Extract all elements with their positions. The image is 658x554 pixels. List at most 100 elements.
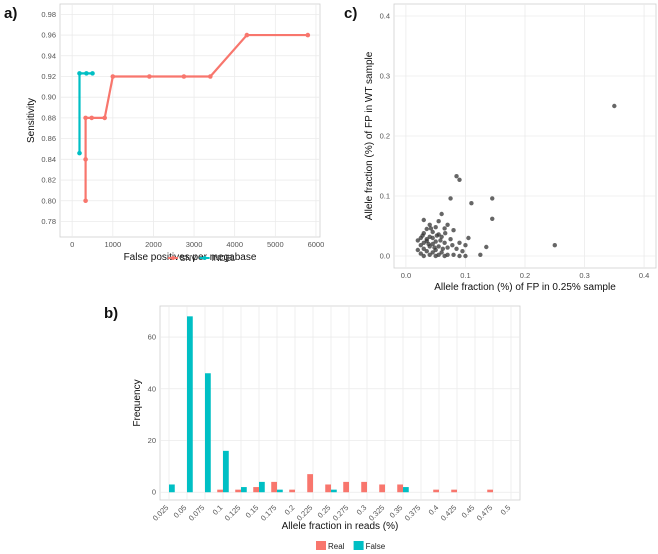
bar-real [343, 481, 349, 493]
scatter-point [440, 246, 446, 251]
x-tick-label: 6000 [308, 240, 325, 249]
scatter-point [448, 237, 453, 242]
bar-real [325, 484, 331, 493]
data-point-snv [89, 115, 94, 121]
x-tick-label: 0.075 [187, 503, 207, 523]
scatter-point [427, 252, 432, 257]
bar-real [307, 474, 313, 493]
x-tick-label: 0.2 [283, 503, 297, 517]
x-tick-label: 0.175 [259, 503, 279, 523]
bar-false [205, 373, 211, 493]
panel-b-y-ticks: 0 20 40 60 [148, 333, 156, 497]
scatter-point [466, 235, 471, 241]
x-tick-label: 0.4 [427, 503, 441, 517]
x-tick-label: 0.4 [639, 271, 649, 280]
x-tick-label: 0.3 [355, 503, 369, 517]
legend-label-false: False [366, 542, 386, 551]
y-tick-label: 0.92 [41, 72, 56, 81]
scatter-point [451, 228, 456, 233]
scatter-point [418, 251, 423, 256]
x-tick-label: 0.275 [331, 503, 351, 523]
legend-label-real: Real [328, 542, 345, 551]
panel-c-gridlines [394, 4, 656, 268]
scatter-point [612, 103, 617, 109]
x-tick-label: 0.025 [151, 503, 171, 523]
x-tick-label: 0.3 [579, 271, 589, 280]
panel-a-plot-area [59, 3, 321, 238]
legend-label-indel: INDEL [212, 254, 236, 263]
series-line-indel [78, 72, 93, 154]
panel-b-legend: Real False [316, 541, 386, 551]
x-tick-label: 0.25 [316, 503, 333, 520]
scatter-point [427, 222, 432, 227]
x-tick-label: 0.475 [475, 503, 495, 523]
scatter-point [421, 253, 426, 259]
y-tick-label: 0.86 [41, 134, 56, 143]
scatter-point [445, 245, 450, 250]
bar-false [169, 484, 175, 493]
scatter-point [457, 240, 462, 245]
scatter-point [438, 238, 443, 243]
panel-b: b) 0 20 40 60 0.025 0.050.075 0.10.125 0.150.1… [104, 305, 521, 551]
x-tick-label: 2000 [145, 240, 162, 249]
data-point-snv [244, 32, 250, 38]
x-tick-label: 0.0 [401, 271, 411, 280]
y-tick-label: 0.78 [41, 217, 56, 226]
scatter-point [454, 174, 459, 179]
bar-real [253, 487, 259, 493]
data-point-snv [83, 157, 88, 162]
data-point-snv [102, 115, 107, 121]
y-tick-label: 0.88 [41, 113, 56, 122]
x-tick-label: 0.35 [388, 503, 405, 520]
x-tick-label: 0.2 [520, 271, 530, 280]
scatter-point [463, 243, 468, 248]
panel-a-label: a) [4, 5, 17, 22]
y-tick-label: 0.94 [41, 51, 56, 60]
scatter-point [415, 238, 421, 243]
scatter-point [460, 249, 465, 254]
scatter-point [424, 226, 429, 232]
scatter-point [454, 246, 459, 251]
y-tick-label: 0.82 [41, 176, 56, 185]
y-tick-label: 0.96 [41, 31, 56, 40]
scatter-point [426, 241, 431, 247]
scatter-point [430, 229, 435, 235]
panel-a-legend: SNV INDEL [168, 254, 236, 263]
panel-c-points [415, 103, 617, 259]
scatter-point [432, 245, 437, 250]
scatter-point [433, 239, 438, 244]
x-tick-label: 0.225 [295, 503, 315, 523]
x-tick-label: 0.1 [460, 271, 470, 280]
panel-a: a) 0.780.800.820.840.860.880.900.920.940… [4, 3, 325, 263]
x-tick-label: 3000 [186, 240, 203, 249]
scatter-point [442, 226, 447, 231]
panel-b-plot-area [159, 305, 521, 501]
scatter-point [445, 222, 450, 227]
scatter-point [552, 243, 557, 248]
data-point-indel [77, 150, 82, 156]
y-tick-label: 0.0 [380, 252, 390, 261]
y-tick-label: 20 [148, 436, 156, 445]
y-tick-label: 0.4 [380, 12, 390, 21]
scatter-point [424, 249, 429, 254]
scatter-point [421, 240, 426, 245]
scatter-point [469, 201, 474, 206]
y-tick-label: 60 [148, 333, 156, 342]
bar-real [451, 489, 457, 493]
panel-c-y-axis-title: Allele fraction (%) of FP in WT sample [364, 51, 375, 220]
scatter-point [448, 196, 453, 201]
scatter-point [430, 235, 435, 241]
panel-c: c) 0.0 0.1 0.2 0.3 0.4 0.0 0.1 0.2 0.3 0.4 Allel… [344, 3, 657, 293]
x-tick-label: 0.15 [244, 503, 261, 520]
bar-real [487, 489, 493, 493]
x-tick-label: 1000 [104, 240, 121, 249]
legend-marker-snv [171, 256, 175, 260]
y-tick-label: 0.98 [41, 10, 56, 19]
bar-real [361, 481, 367, 493]
y-tick-label: 0.1 [380, 192, 390, 201]
x-tick-label: 0.125 [223, 503, 243, 523]
x-tick-label: 0.45 [460, 503, 477, 520]
x-tick-label: 0.1 [211, 503, 225, 517]
y-tick-label: 0 [152, 488, 156, 497]
